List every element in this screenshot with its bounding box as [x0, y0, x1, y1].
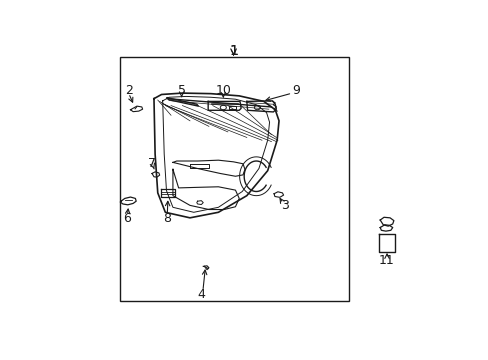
Text: 1: 1 [229, 44, 238, 58]
Text: 1: 1 [229, 44, 238, 58]
Text: 11: 11 [378, 254, 394, 267]
Text: 9: 9 [291, 84, 300, 97]
Text: 6: 6 [123, 212, 131, 225]
Text: 10: 10 [215, 84, 231, 97]
Text: 7: 7 [148, 157, 156, 170]
Text: 8: 8 [163, 212, 171, 225]
Bar [120, 57, 348, 301]
Text: 3: 3 [281, 199, 289, 212]
Text: 5: 5 [177, 84, 185, 97]
Text: 2: 2 [124, 84, 132, 97]
Text: 4: 4 [197, 288, 205, 301]
